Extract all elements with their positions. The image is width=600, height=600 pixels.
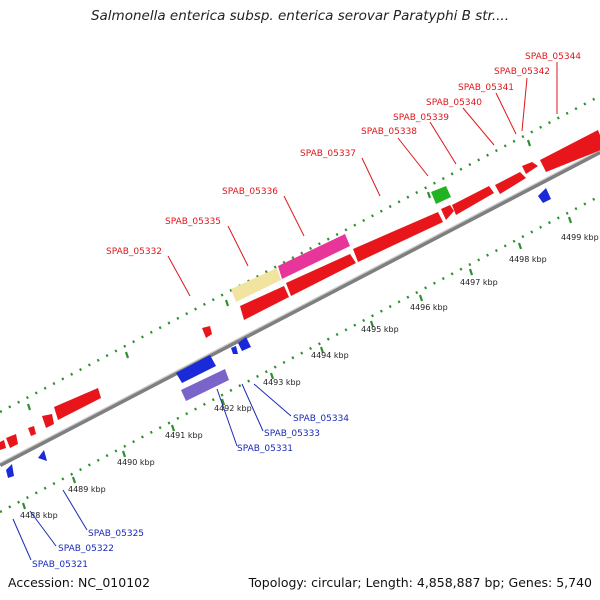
tick-labels: 4488 kbp 4489 kbp 4490 kbp 4491 kbp 4492… bbox=[20, 233, 599, 520]
gene-label[interactable]: SPAB_05325 bbox=[88, 529, 144, 539]
tick-label: 4493 kbp bbox=[263, 378, 301, 387]
forward-tick-track bbox=[0, 94, 600, 414]
accession-text: Accession: NC_010102 bbox=[8, 575, 151, 590]
gene-label[interactable]: SPAB_05336 bbox=[222, 187, 278, 197]
tick-label: 4495 kbp bbox=[361, 325, 399, 334]
tick-label: 4497 kbp bbox=[460, 278, 498, 287]
gene-spab-05336-pink bbox=[278, 234, 350, 279]
tick-label: 4489 kbp bbox=[68, 485, 106, 494]
genome-stats: Topology: circular; Length: 4,858,887 bp… bbox=[248, 575, 592, 590]
gene-spab-05339-green bbox=[431, 186, 451, 204]
tick-label: 4498 kbp bbox=[509, 255, 547, 264]
gene-label[interactable]: SPAB_05342 bbox=[494, 67, 550, 77]
gene-small-fwd-5 bbox=[0, 440, 6, 450]
gene-small-rev-2 bbox=[538, 188, 551, 203]
gene-spab-05332-frag bbox=[54, 388, 101, 420]
gene-label[interactable]: SPAB_05344 bbox=[525, 52, 581, 62]
gene-spab-05336-lower bbox=[286, 254, 356, 296]
gene-label[interactable]: SPAB_05321 bbox=[32, 560, 88, 570]
tick-label: 4499 kbp bbox=[561, 233, 599, 242]
gene-label[interactable]: SPAB_05333 bbox=[264, 429, 320, 439]
gene-label[interactable]: SPAB_05337 bbox=[300, 149, 356, 159]
tick-label: 4492 kbp bbox=[214, 404, 252, 413]
gene-label[interactable]: SPAB_05338 bbox=[361, 127, 417, 137]
gene-label[interactable]: SPAB_05335 bbox=[165, 217, 221, 227]
gene-spab-05335-lower bbox=[240, 286, 289, 320]
gene-label[interactable]: SPAB_05322 bbox=[58, 544, 114, 554]
forward-major-ticks bbox=[26, 139, 532, 411]
gene-spab-05344 bbox=[540, 130, 600, 172]
map-title: Salmonella enterica subsp. enterica sero… bbox=[90, 8, 510, 24]
gene-spab-05338 bbox=[441, 205, 454, 220]
gene-small-fwd-3 bbox=[28, 426, 36, 436]
gene-small-fwd-1 bbox=[202, 326, 212, 338]
forward-features bbox=[0, 130, 600, 450]
tick-label: 4496 kbp bbox=[410, 303, 448, 312]
reverse-leaders bbox=[12, 383, 292, 561]
gene-spab-05335-cream bbox=[231, 268, 281, 302]
gene-label[interactable]: SPAB_05340 bbox=[426, 98, 482, 108]
gene-spab-05334-blue bbox=[238, 337, 251, 351]
genome-backbone-highlight bbox=[0, 149, 600, 464]
tick-label: 4488 kbp bbox=[20, 511, 58, 520]
reverse-features bbox=[6, 188, 551, 478]
tick-label: 4494 kbp bbox=[311, 351, 349, 360]
gene-label[interactable]: SPAB_05332 bbox=[106, 247, 162, 257]
tick-label: 4491 kbp bbox=[165, 431, 203, 440]
tick-label: 4490 kbp bbox=[117, 458, 155, 467]
forward-leaders bbox=[167, 62, 558, 297]
gene-small-fwd-4 bbox=[6, 434, 18, 448]
gene-label[interactable]: SPAB_05341 bbox=[458, 83, 514, 93]
gene-spab-05331-purple bbox=[181, 369, 229, 401]
reverse-major-ticks bbox=[21, 216, 573, 510]
gene-small-fwd-2 bbox=[42, 414, 54, 428]
gene-small-rev-3 bbox=[38, 450, 47, 461]
gene-spab-05341 bbox=[495, 172, 526, 194]
gene-label[interactable]: SPAB_05331 bbox=[237, 444, 293, 454]
reverse-tick-track bbox=[0, 194, 600, 514]
gene-small-rev-1 bbox=[231, 346, 238, 354]
gene-label[interactable]: SPAB_05334 bbox=[293, 414, 349, 424]
gene-spab-05340 bbox=[452, 186, 494, 215]
gene-spab-05337 bbox=[353, 212, 443, 262]
genome-backbone bbox=[0, 150, 600, 467]
reverse-gene-labels: SPAB_05321 SPAB_05322 SPAB_05325 SPAB_05… bbox=[32, 414, 349, 570]
gene-label[interactable]: SPAB_05339 bbox=[393, 113, 449, 123]
gene-spab-05333-blue bbox=[176, 355, 216, 383]
gene-small-rev-4 bbox=[6, 464, 14, 478]
gene-spab-05342 bbox=[522, 162, 538, 174]
forward-gene-labels: SPAB_05332 SPAB_05335 SPAB_05336 SPAB_05… bbox=[106, 52, 581, 257]
